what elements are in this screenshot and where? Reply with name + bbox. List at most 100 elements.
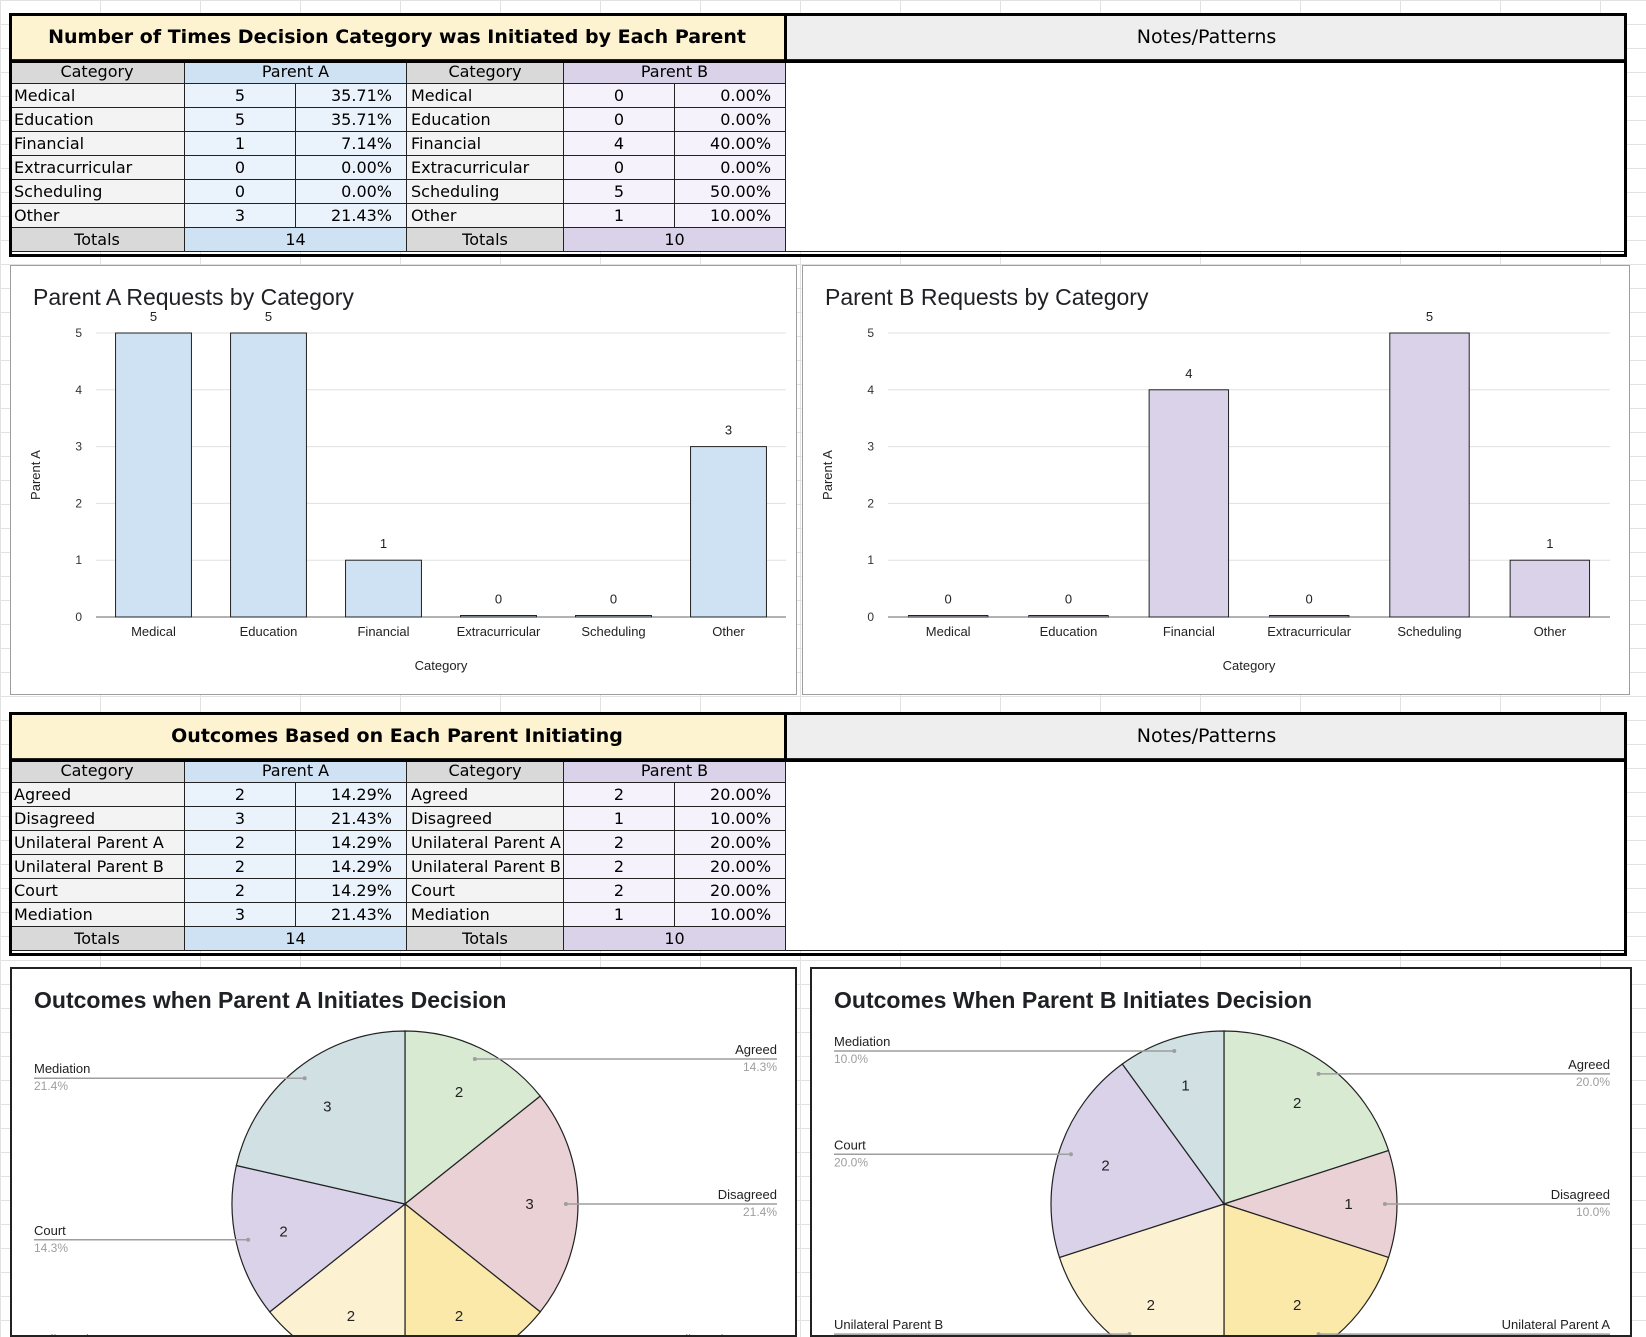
slice-name-label: Unilateral Parent B (834, 1317, 943, 1332)
x-tick-label: Other (1534, 624, 1567, 639)
pie-slice (1223, 1030, 1390, 1205)
data-label: 1 (380, 536, 387, 551)
y-tick-label: 1 (75, 553, 82, 567)
table-row: Unilateral Parent A 2 14.29% Unilateral … (9, 830, 1627, 855)
percent-cell: 7.14% (295, 131, 407, 156)
bar (1148, 389, 1230, 618)
chart-parent-b-requests[interactable]: Parent B Requests by Category 0 1 2 3 4 5 0 Med… (802, 265, 1630, 695)
count-cell: 0 (563, 83, 675, 108)
slice-percent-label: 21.4% (743, 1205, 777, 1219)
x-tick-label: Extracurricular (1267, 624, 1351, 639)
category-cell: Unilateral Parent B (406, 854, 564, 879)
y-tick-label: 3 (867, 440, 874, 454)
category-cell: Mediation (9, 902, 185, 927)
category-cell: Agreed (406, 782, 564, 807)
category-cell: Financial (406, 131, 564, 156)
category-cell: Scheduling (406, 179, 564, 204)
bar (575, 615, 652, 618)
slice-value-label: 2 (455, 1084, 463, 1101)
slice-value-label: 3 (323, 1099, 331, 1116)
count-cell: 2 (184, 854, 296, 879)
category-cell: Unilateral Parent A (406, 830, 564, 855)
table1-category-header-b: Category (406, 59, 564, 84)
pie-slice (1223, 1203, 1390, 1335)
table1-category-header-a: Category (9, 59, 185, 84)
count-cell: 0 (563, 155, 675, 180)
count-cell: 3 (184, 806, 296, 831)
table2-notes-area[interactable] (785, 758, 1627, 951)
slice-value-label: 2 (1293, 1297, 1301, 1314)
data-label: 5 (265, 309, 272, 324)
y-tick-label: 2 (75, 496, 82, 510)
percent-cell: 0.00% (673, 83, 787, 108)
category-cell: Mediation (406, 902, 564, 927)
y-tick-label: 2 (867, 496, 874, 510)
table-row: Court 2 14.29% Court 2 20.00% (9, 878, 1627, 903)
chart-parent-a-requests[interactable]: Parent A Requests by Category 0 1 2 3 4 5 5 Med… (10, 265, 797, 695)
y-tick-label: 1 (867, 553, 874, 567)
leader-dot (1316, 1071, 1321, 1076)
table2-title: Outcomes Based on Each Parent Initiating (8, 712, 788, 759)
table1-notes-area[interactable] (785, 59, 1627, 252)
x-axis-title: Category (415, 658, 468, 673)
chart-title: Outcomes When Parent B Initiates Decisio… (834, 987, 1312, 1013)
data-label: 0 (1306, 592, 1313, 607)
slice-value-label: 2 (455, 1308, 463, 1325)
leader-dot (1068, 1152, 1073, 1157)
count-cell: 1 (563, 806, 675, 831)
count-cell: 2 (563, 782, 675, 807)
x-tick-label: Scheduling (1397, 624, 1461, 639)
slice-value-label: 2 (1293, 1095, 1301, 1112)
table2-category-header-a: Category (9, 758, 185, 783)
totals-row: Totals 14 Totals 10 (9, 926, 1627, 951)
category-cell: Disagreed (9, 806, 185, 831)
pie-slice (404, 1202, 542, 1335)
count-cell: 2 (563, 878, 675, 903)
slice-name-label: Unilateral Parent B (34, 1332, 143, 1337)
category-cell: Financial (9, 131, 185, 156)
slice-percent-label: 10.0% (834, 1052, 868, 1066)
category-cell: Medical (406, 83, 564, 108)
data-label: 4 (1185, 366, 1192, 381)
pie-slice (1058, 1203, 1225, 1335)
x-tick-label: Medical (131, 624, 176, 639)
x-axis-title: Category (1223, 658, 1276, 673)
bar (1268, 615, 1350, 618)
chart-outcomes-parent-a[interactable]: Outcomes when Parent A Initiates Decisio… (10, 967, 797, 1337)
percent-cell: 0.00% (673, 155, 787, 180)
leader-dot (1316, 1332, 1321, 1335)
count-cell: 3 (184, 902, 296, 927)
total-parent-a: 14 (184, 227, 407, 252)
bar (1509, 559, 1591, 618)
percent-cell: 20.00% (673, 878, 787, 903)
y-tick-label: 4 (75, 383, 82, 397)
leader-dot (472, 1057, 477, 1062)
count-cell: 2 (184, 878, 296, 903)
percent-cell: 14.29% (295, 854, 407, 879)
leader-dot (246, 1237, 251, 1242)
slice-value-label: 2 (347, 1308, 355, 1325)
table1-parent-a-header: Parent A (184, 59, 407, 84)
count-cell: 1 (563, 203, 675, 228)
x-tick-label: Financial (357, 624, 409, 639)
table1-block: Number of Times Decision Category was In… (8, 13, 1627, 252)
chart-outcomes-parent-b[interactable]: Outcomes When Parent B Initiates Decisio… (810, 967, 1632, 1337)
slice-name-label: Court (834, 1137, 866, 1152)
table2-block: Outcomes Based on Each Parent Initiating… (8, 712, 1627, 951)
x-tick-label: Education (240, 624, 298, 639)
pie-chart-parent-a: 2 Agreed 14.3% 3 Disagreed 21.4% 2 Unilateral P… (34, 1030, 777, 1337)
y-tick-label: 5 (867, 326, 874, 340)
table-row: Medical 5 35.71% Medical 0 0.00% (9, 83, 1627, 108)
data-label: 0 (610, 592, 617, 607)
percent-cell: 35.71% (295, 83, 407, 108)
percent-cell: 40.00% (673, 131, 787, 156)
y-tick-label: 0 (75, 610, 82, 624)
total-parent-b: 10 (562, 926, 787, 951)
totals-label: Totals (406, 926, 564, 951)
slice-name-label: Agreed (1568, 1057, 1610, 1072)
slice-value-label: 1 (1344, 1196, 1352, 1213)
category-cell: Court (9, 878, 185, 903)
bar (907, 615, 989, 618)
percent-cell: 21.43% (295, 902, 407, 927)
percent-cell: 20.00% (673, 782, 787, 807)
